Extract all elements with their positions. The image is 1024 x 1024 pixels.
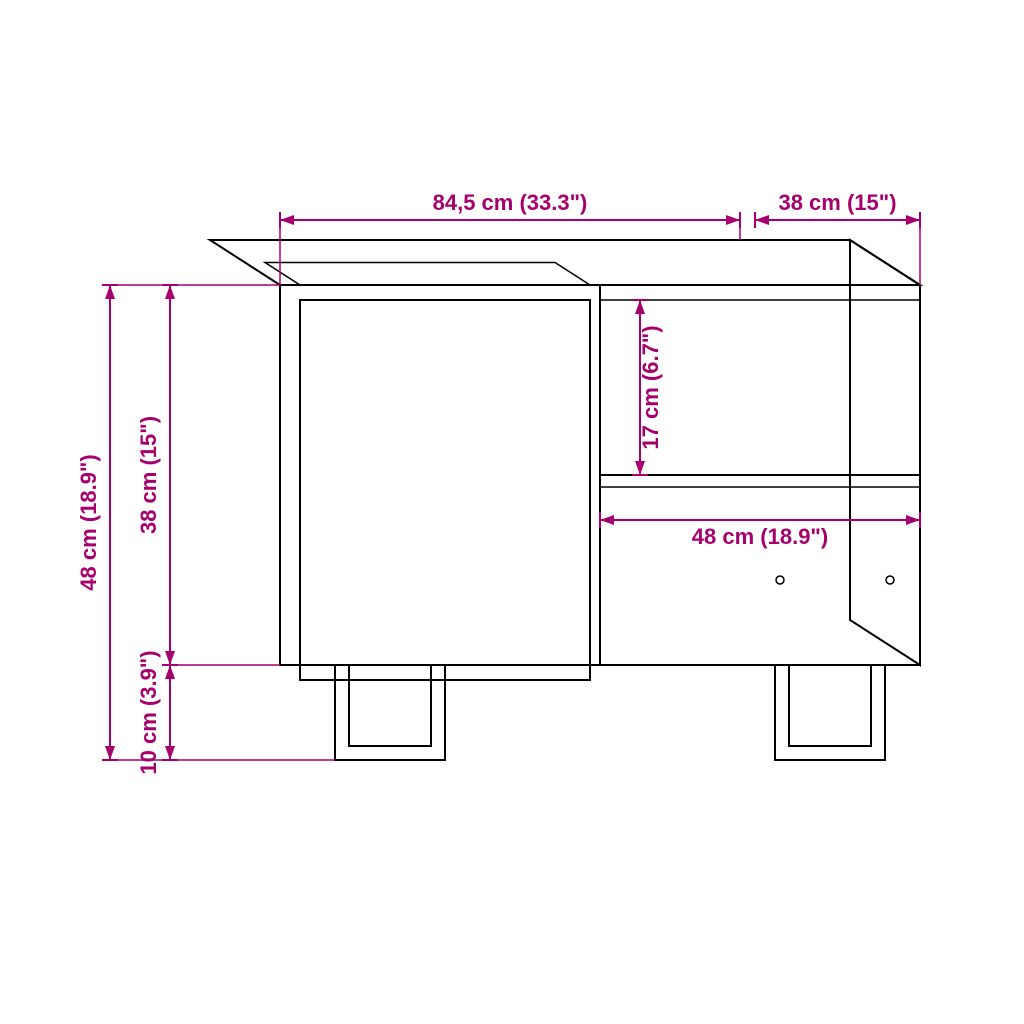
dim-total-height-label: 48 cm (18.9") [76, 454, 101, 590]
dim-width-label: 84,5 cm (33.3") [433, 190, 588, 215]
dim-depth-label: 38 cm (15") [778, 190, 896, 215]
dim-body-height-label: 38 cm (15") [136, 416, 161, 534]
dim-shelf-width-label: 48 cm (18.9") [692, 524, 828, 549]
dim-leg-height-label: 10 cm (3.9") [136, 650, 161, 774]
dim-shelf-height-label: 17 cm (6.7") [638, 325, 663, 449]
